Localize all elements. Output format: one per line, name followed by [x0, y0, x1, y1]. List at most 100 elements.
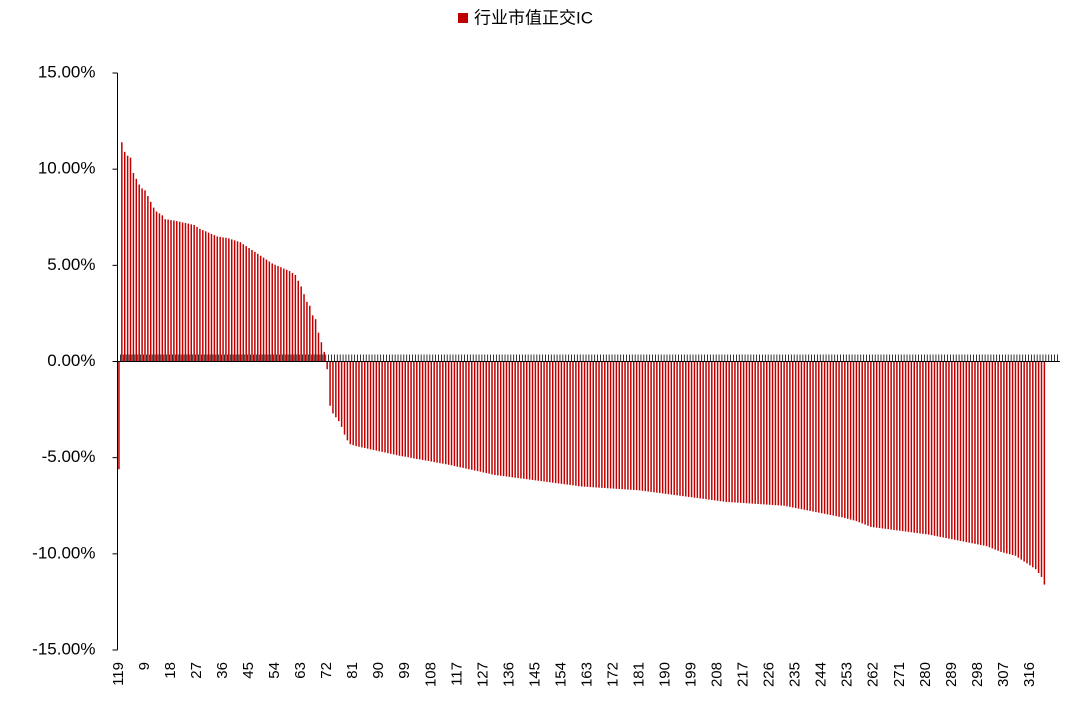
x-tick-label: 208: [709, 662, 726, 687]
x-tick-label: 217: [735, 662, 752, 687]
bar: [586, 361, 589, 487]
bar: [661, 361, 664, 494]
bar: [627, 361, 629, 490]
bar: [818, 361, 820, 513]
bar: [933, 361, 936, 536]
bar: [870, 361, 872, 527]
bar: [907, 361, 910, 532]
bar: [375, 361, 378, 451]
bar: [390, 361, 392, 454]
bar: [499, 361, 502, 476]
bar: [939, 361, 942, 537]
bar: [650, 361, 652, 492]
bar: [864, 361, 866, 525]
bar: [216, 236, 219, 362]
bar: [230, 239, 233, 362]
bar: [202, 230, 204, 362]
bar: [1014, 361, 1017, 556]
bar: [424, 361, 427, 461]
bar: [595, 361, 597, 488]
bar: [748, 361, 751, 504]
bar: [476, 361, 479, 472]
bar: [361, 361, 363, 448]
bar: [988, 361, 991, 548]
bar: [705, 361, 707, 500]
bar: [265, 259, 268, 362]
bar: [531, 361, 534, 480]
bar: [355, 361, 357, 447]
bar: [439, 361, 441, 464]
legend-swatch: [458, 13, 468, 23]
bar: [459, 361, 461, 468]
bar: [126, 155, 129, 362]
bar: [846, 361, 849, 519]
bar: [465, 361, 467, 469]
bar: [953, 361, 956, 540]
bar: [977, 361, 979, 545]
y-tick-label: -10.00%: [32, 543, 95, 562]
bar: [609, 361, 612, 489]
y-tick-label: 0.00%: [47, 351, 95, 370]
bar: [167, 219, 169, 362]
bar: [731, 361, 733, 503]
bar: [147, 196, 149, 362]
bar: [844, 361, 846, 519]
bar: [317, 332, 320, 362]
bar: [497, 361, 499, 476]
bar: [236, 241, 239, 362]
bar: [632, 361, 635, 490]
bar: [635, 361, 638, 491]
bar: [196, 226, 198, 362]
bar: [444, 361, 447, 465]
bar: [138, 184, 140, 362]
bar: [349, 361, 352, 445]
bar: [245, 246, 247, 362]
bar: [332, 361, 334, 414]
x-tick-label: 90: [370, 662, 387, 679]
bar: [254, 251, 256, 362]
x-tick-label: 262: [865, 662, 882, 687]
bar: [985, 361, 988, 547]
bar: [259, 255, 262, 362]
bar: [268, 261, 271, 362]
bar: [187, 223, 190, 362]
bar: [502, 361, 505, 477]
x-tick-label: 145: [526, 662, 543, 687]
x-tick-label: 45: [240, 662, 257, 679]
bar: [815, 361, 817, 513]
bar: [618, 361, 621, 490]
bar: [184, 223, 187, 362]
bar: [566, 361, 568, 485]
x-tick-label: 298: [969, 662, 986, 687]
bar: [919, 361, 921, 534]
x-tick-label: 36: [214, 662, 231, 679]
bar: [407, 361, 409, 458]
bar: [323, 351, 326, 362]
bar: [1006, 361, 1008, 554]
bar: [873, 361, 875, 528]
bar: [812, 361, 814, 512]
bar: [690, 361, 693, 498]
bar: [141, 188, 143, 362]
bar: [135, 178, 138, 362]
bar: [534, 361, 537, 481]
bar: [606, 361, 609, 489]
bar: [537, 361, 540, 481]
x-tick-label: 235: [787, 662, 804, 687]
bar: [878, 361, 881, 529]
bar: [638, 361, 641, 491]
bar: [734, 361, 736, 503]
x-tick-label: 54: [266, 662, 283, 679]
bar: [974, 361, 976, 544]
bar: [630, 361, 632, 490]
bar: [118, 361, 120, 470]
bar: [150, 201, 152, 362]
bar: [956, 361, 959, 541]
bar: [760, 361, 762, 505]
bar: [352, 361, 354, 446]
bar: [896, 361, 898, 531]
bar: [838, 361, 840, 517]
bar: [378, 361, 380, 452]
bar: [283, 268, 285, 362]
